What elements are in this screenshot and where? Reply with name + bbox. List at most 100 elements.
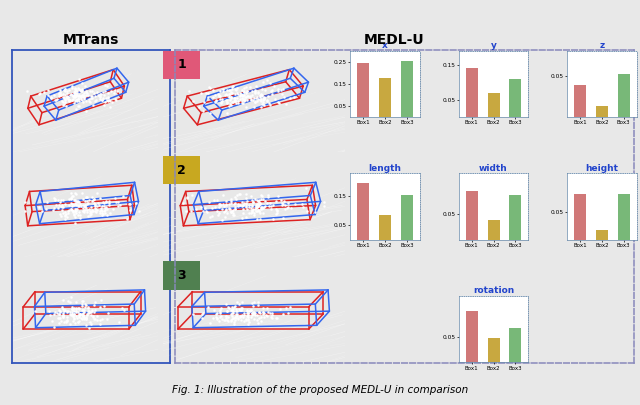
Point — [70, 90, 81, 96]
Point — [77, 307, 87, 313]
Point — [80, 202, 90, 209]
Bar — [466, 68, 477, 117]
Point — [268, 83, 278, 89]
Point — [252, 311, 262, 318]
Point — [70, 92, 81, 98]
Point — [68, 200, 78, 207]
Point — [228, 98, 239, 104]
Point — [254, 199, 264, 205]
Point — [216, 202, 226, 209]
Point — [81, 108, 92, 114]
Point — [99, 207, 109, 214]
Point — [285, 303, 296, 310]
Point — [75, 311, 85, 318]
Point — [225, 96, 235, 103]
Point — [65, 96, 75, 103]
Point — [73, 319, 83, 325]
Point — [68, 313, 78, 320]
Point — [71, 209, 81, 216]
Point — [239, 96, 249, 102]
Point — [100, 206, 110, 213]
Point — [214, 201, 225, 207]
Point — [74, 93, 84, 100]
Point — [186, 208, 196, 214]
Point — [68, 93, 79, 100]
Point — [213, 212, 223, 218]
Point — [252, 94, 262, 100]
Point — [86, 312, 96, 318]
Point — [237, 298, 248, 305]
Point — [79, 309, 89, 315]
Point — [224, 94, 234, 100]
Point — [78, 205, 88, 211]
Point — [228, 212, 239, 218]
Point — [86, 209, 96, 215]
Point — [273, 99, 284, 105]
Point — [208, 94, 218, 100]
Point — [64, 97, 74, 103]
Point — [74, 312, 84, 318]
Point — [85, 98, 95, 105]
Point — [99, 92, 109, 98]
Point — [86, 94, 97, 101]
Point — [78, 312, 88, 318]
Point — [228, 310, 239, 317]
Point — [61, 90, 72, 97]
Point — [250, 89, 260, 96]
Bar — [401, 195, 413, 240]
Point — [124, 200, 134, 207]
Point — [72, 202, 83, 209]
Point — [259, 310, 269, 316]
Point — [55, 309, 65, 315]
Point — [69, 308, 79, 314]
Point — [111, 88, 122, 94]
Point — [92, 207, 102, 213]
Point — [260, 198, 271, 205]
Point — [67, 311, 77, 318]
Point — [218, 201, 228, 207]
Point — [79, 95, 89, 102]
Point — [270, 315, 280, 322]
Point — [231, 196, 241, 202]
Point — [67, 207, 77, 213]
Point — [244, 308, 255, 314]
Point — [265, 101, 275, 108]
Point — [69, 208, 79, 214]
Point — [253, 203, 264, 210]
Point — [254, 309, 264, 315]
Point — [58, 91, 68, 97]
Point — [225, 206, 236, 212]
Point — [272, 210, 282, 216]
Point — [243, 310, 253, 317]
Point — [259, 313, 269, 320]
Point — [74, 102, 84, 109]
Point — [104, 104, 115, 110]
Point — [252, 98, 262, 104]
Point — [63, 196, 74, 202]
Point — [256, 314, 266, 321]
Point — [221, 315, 231, 321]
Point — [230, 200, 240, 207]
Point — [63, 96, 73, 102]
Point — [35, 91, 45, 97]
Point — [252, 197, 262, 203]
Point — [102, 97, 112, 104]
Point — [222, 317, 232, 323]
Point — [125, 201, 136, 207]
Point — [230, 206, 240, 212]
Point — [51, 196, 61, 203]
Point — [78, 202, 88, 209]
Point — [237, 98, 247, 104]
Point — [52, 197, 63, 203]
Point — [57, 202, 67, 208]
Point — [74, 314, 84, 320]
Point — [87, 88, 97, 94]
Point — [111, 199, 121, 205]
Point — [244, 93, 255, 99]
Point — [256, 204, 266, 210]
Point — [60, 96, 70, 102]
Point — [219, 316, 229, 323]
Point — [226, 316, 236, 323]
Point — [199, 99, 209, 106]
Point — [267, 91, 277, 97]
